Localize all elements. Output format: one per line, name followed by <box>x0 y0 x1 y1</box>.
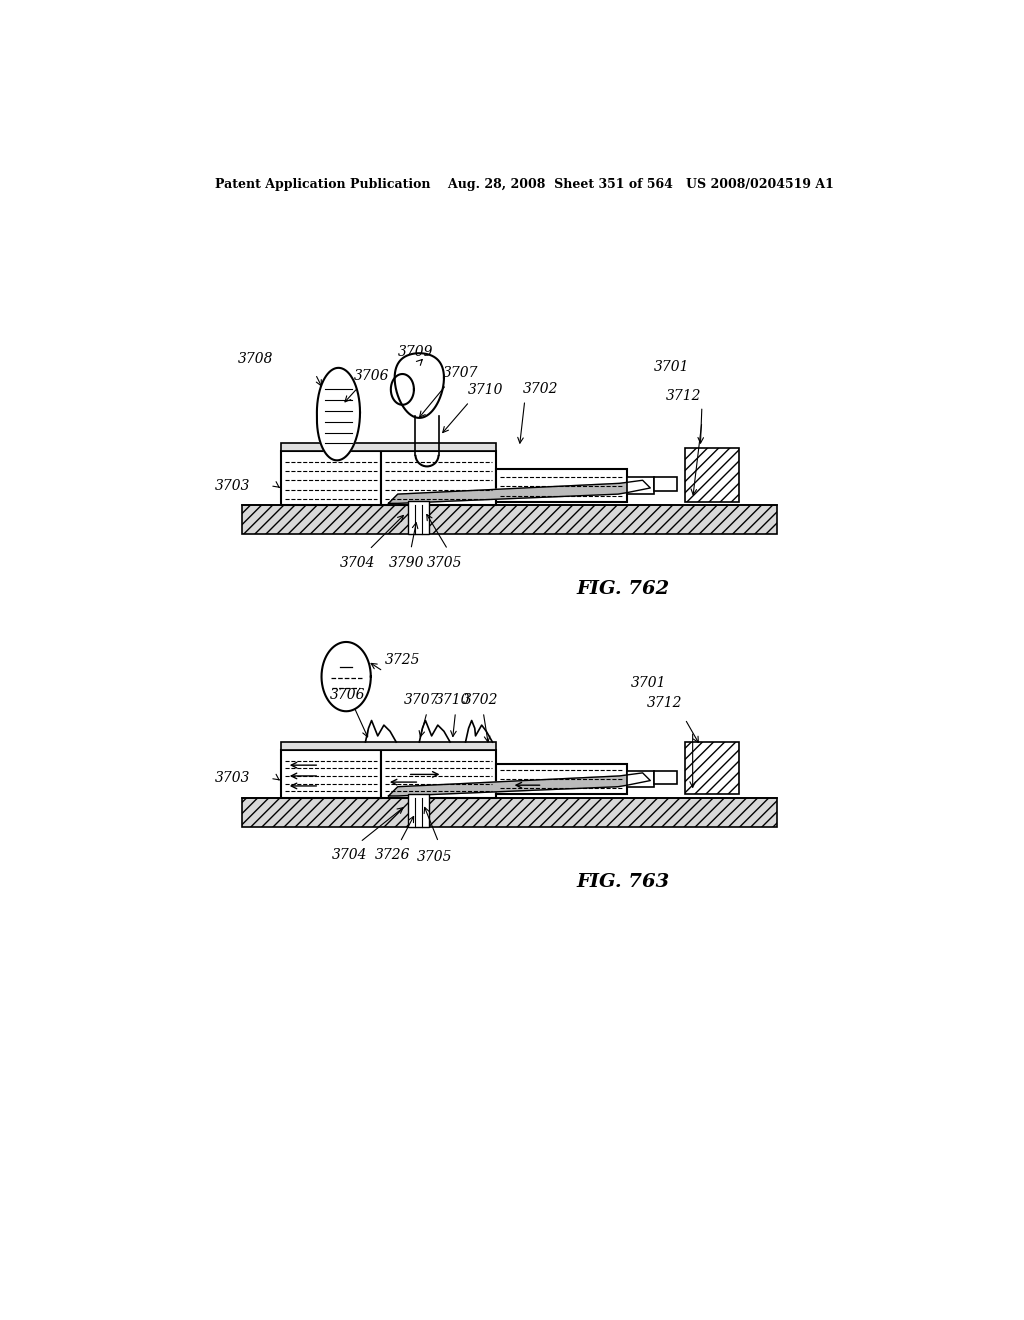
Text: FIG. 762: FIG. 762 <box>577 581 670 598</box>
Bar <box>243 797 777 826</box>
Text: 3701: 3701 <box>654 360 689 374</box>
Polygon shape <box>394 354 444 418</box>
Bar <box>497 763 628 795</box>
Text: 3702: 3702 <box>463 693 499 708</box>
Text: Patent Application Publication    Aug. 28, 2008  Sheet 351 of 564   US 2008/0204: Patent Application Publication Aug. 28, … <box>215 178 835 190</box>
Bar <box>281 451 381 506</box>
Text: 3790: 3790 <box>388 556 424 570</box>
Polygon shape <box>388 480 650 503</box>
Bar <box>281 750 381 797</box>
Text: 3712: 3712 <box>646 696 682 710</box>
Bar <box>654 478 677 491</box>
Text: 3710: 3710 <box>434 693 470 708</box>
Text: FIG. 763: FIG. 763 <box>577 873 670 891</box>
Bar <box>408 793 429 826</box>
Bar <box>654 771 677 784</box>
Text: 3712: 3712 <box>666 389 701 404</box>
Bar <box>628 478 654 494</box>
Bar <box>243 506 777 535</box>
Bar <box>685 447 739 502</box>
Text: 3704: 3704 <box>332 849 368 862</box>
Bar <box>497 470 628 502</box>
Text: 3703: 3703 <box>214 479 250 492</box>
Bar <box>408 502 429 535</box>
Text: 3705: 3705 <box>417 850 453 863</box>
Text: 3705: 3705 <box>427 556 463 570</box>
Polygon shape <box>388 774 650 796</box>
Polygon shape <box>322 642 371 711</box>
Text: 3708: 3708 <box>238 352 273 367</box>
Text: 3706: 3706 <box>354 370 389 383</box>
Bar <box>628 771 654 787</box>
Text: 3706: 3706 <box>330 688 366 702</box>
Bar <box>281 742 497 750</box>
Text: 3702: 3702 <box>523 381 559 396</box>
Bar <box>281 444 497 451</box>
Text: 3709: 3709 <box>397 345 433 359</box>
Text: 3725: 3725 <box>385 652 420 667</box>
Polygon shape <box>391 374 414 405</box>
Text: 3710: 3710 <box>468 383 504 397</box>
Text: 3701: 3701 <box>631 676 667 689</box>
Text: 3726: 3726 <box>375 849 410 862</box>
Text: 3704: 3704 <box>340 556 376 570</box>
Bar <box>685 742 739 795</box>
Polygon shape <box>316 368 360 461</box>
Bar <box>381 750 497 797</box>
Bar <box>381 451 497 506</box>
Text: 3707: 3707 <box>403 693 439 708</box>
Text: 3703: 3703 <box>214 771 250 785</box>
Text: 3707: 3707 <box>442 366 478 380</box>
